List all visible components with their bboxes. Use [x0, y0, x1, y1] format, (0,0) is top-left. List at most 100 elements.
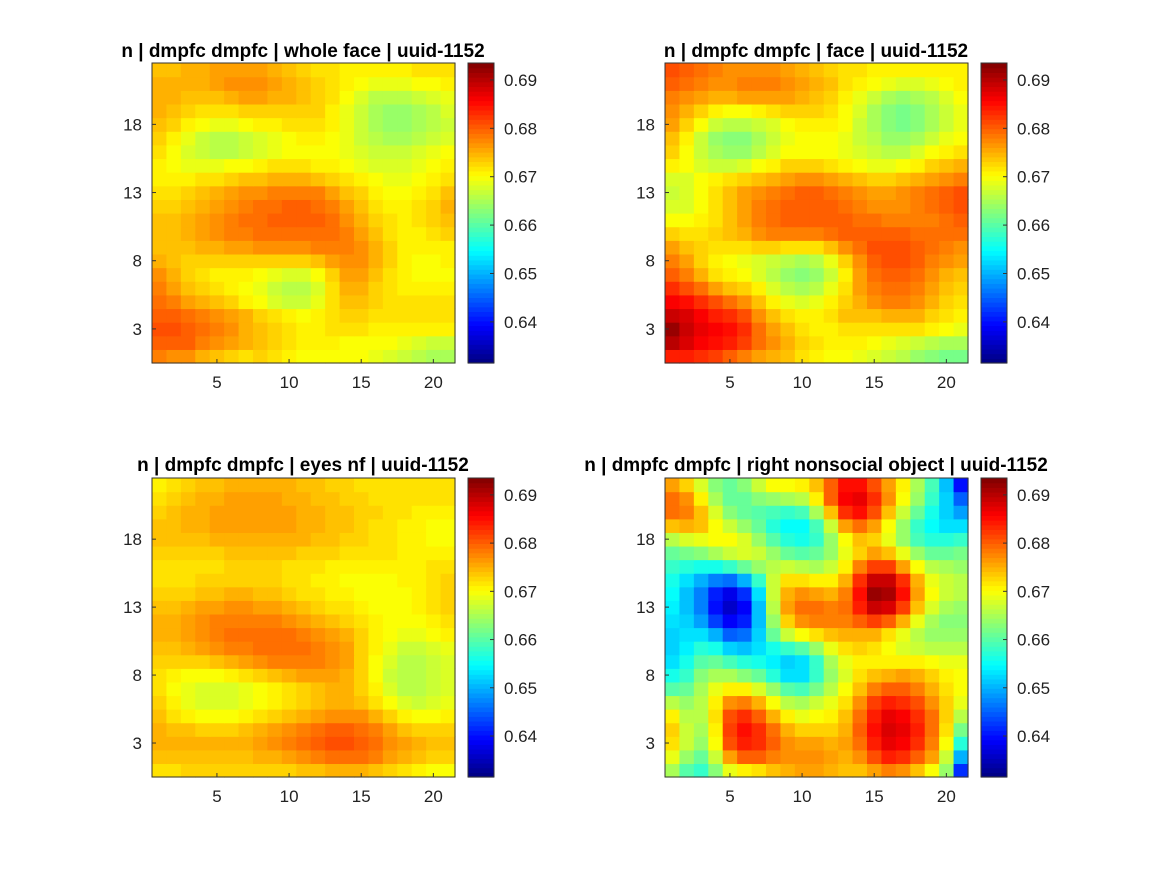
heatmap-cell — [708, 627, 724, 642]
heatmap-cell — [665, 158, 681, 173]
colorbar-segment — [468, 133, 494, 139]
heatmap-cell — [310, 573, 326, 588]
heatmap-cell — [411, 613, 427, 629]
heatmap-cell — [722, 294, 738, 310]
heatmap-cell — [852, 532, 868, 547]
heatmap-cell — [195, 532, 211, 547]
heatmap-cell — [281, 749, 297, 765]
heatmap-cell — [411, 668, 427, 683]
heatmap-cell — [751, 349, 767, 364]
heatmap-cell — [910, 532, 926, 547]
heatmap-cell — [426, 641, 442, 656]
heatmap-cell — [766, 600, 782, 615]
heatmap-cell — [766, 518, 782, 533]
heatmap-cell — [166, 586, 182, 601]
heatmap-cell — [852, 117, 868, 132]
colorbar-segment — [981, 655, 1007, 661]
heatmap-cell — [809, 172, 825, 187]
colorbar-segment — [981, 142, 1007, 148]
heatmap-cell — [267, 532, 283, 547]
heatmap-cell — [852, 668, 868, 683]
heatmap-cell — [693, 545, 709, 561]
heatmap-cell — [693, 172, 709, 187]
heatmap-cell — [195, 545, 211, 561]
heatmap-cell — [253, 240, 269, 255]
heatmap-cell — [253, 627, 269, 642]
heatmap-cell — [325, 736, 341, 751]
colorbar-tick-label: 0.64 — [1017, 313, 1050, 332]
heatmap-cell — [794, 185, 810, 200]
heatmap-cell — [751, 749, 767, 765]
colorbar-segment — [981, 358, 1007, 364]
heatmap-cell — [722, 518, 738, 533]
y-tick-label: 18 — [636, 530, 655, 549]
heatmap-cell — [823, 267, 839, 282]
heatmap-cell — [426, 518, 442, 533]
heatmap-cell — [325, 76, 341, 91]
heatmap-cell — [339, 103, 355, 119]
heatmap-cell — [411, 90, 427, 105]
heatmap-cell — [665, 117, 681, 132]
heatmap-cell — [281, 158, 297, 173]
colorbar-segment — [981, 105, 1007, 111]
heatmap-cell — [679, 736, 695, 751]
heatmap-cell — [440, 213, 456, 228]
heatmap-cell — [238, 63, 254, 78]
heatmap-cell — [281, 144, 297, 160]
heatmap-cell — [751, 613, 767, 629]
heatmap-cell — [166, 349, 182, 364]
heatmap-cell — [867, 586, 883, 601]
heatmap-cell — [296, 322, 312, 337]
heatmap-cell — [751, 736, 767, 751]
heatmap-cell — [751, 559, 767, 574]
heatmap-cell — [440, 654, 456, 669]
x-tick-label: 5 — [212, 373, 221, 392]
heatmap-cell — [708, 532, 724, 547]
heatmap-cell — [708, 505, 724, 520]
heatmap-cell — [382, 668, 398, 683]
heatmap-cell — [939, 600, 955, 615]
colorbar-segment — [981, 161, 1007, 167]
heatmap-cell — [679, 199, 695, 214]
heatmap-cell — [838, 586, 854, 601]
heatmap-cell — [924, 559, 940, 574]
heatmap-cell — [166, 90, 182, 105]
heatmap-cell — [310, 117, 326, 132]
heatmap-cell — [794, 253, 810, 269]
heatmap-cell — [722, 253, 738, 269]
heatmap-cell — [809, 654, 825, 669]
heatmap-cell — [693, 763, 709, 778]
heatmap-cell — [838, 349, 854, 364]
heatmap-cell — [354, 103, 370, 119]
heatmap-cell — [665, 695, 681, 710]
heatmap-cell — [823, 172, 839, 187]
heatmap-cell — [737, 90, 753, 105]
heatmap-cell — [339, 226, 355, 241]
heatmap-cell — [166, 600, 182, 615]
x-tick-label: 5 — [212, 787, 221, 806]
colorbar-segment — [468, 496, 494, 502]
heatmap-cell — [411, 144, 427, 160]
heatmap-cell — [195, 681, 211, 697]
heatmap-cell — [794, 681, 810, 697]
heatmap-cell — [224, 76, 240, 91]
heatmap-cell — [209, 505, 225, 520]
heatmap-cell — [867, 131, 883, 146]
heatmap-cell — [665, 573, 681, 588]
heatmap-cell — [665, 600, 681, 615]
heatmap-cell — [180, 749, 196, 765]
heatmap-cell — [679, 627, 695, 642]
heatmap-cell — [296, 573, 312, 588]
heatmap-cell — [382, 322, 398, 337]
colorbar-segment — [468, 543, 494, 549]
colorbar-segment — [981, 674, 1007, 680]
heatmap-cell — [440, 749, 456, 765]
heatmap-cell — [440, 600, 456, 615]
heatmap-cell — [325, 478, 341, 493]
heatmap-cell — [867, 736, 883, 751]
heatmap-cell — [679, 144, 695, 160]
heatmap-cell — [867, 294, 883, 310]
heatmap-cell — [809, 627, 825, 642]
heatmap-cell — [310, 505, 326, 520]
colorbar-segment — [981, 180, 1007, 186]
